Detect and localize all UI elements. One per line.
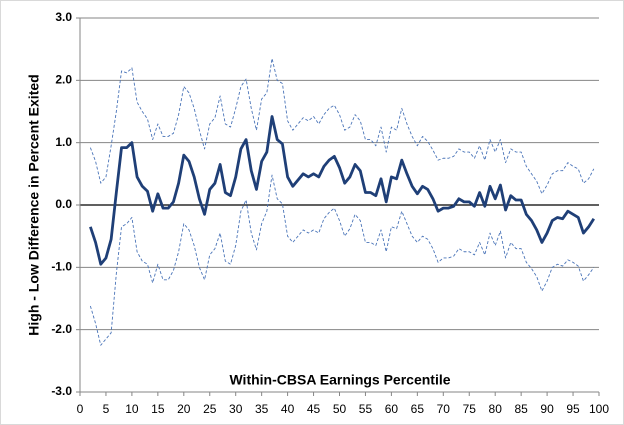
x-tick-label: 85: [514, 402, 528, 416]
y-tick-label: 3.0: [55, 10, 72, 24]
band-line: [89, 58, 595, 195]
x-tick-label: 65: [411, 402, 425, 416]
y-axis-label: High - Low Difference in Percent Exited: [26, 74, 42, 335]
y-tick-label: -1.0: [51, 260, 72, 274]
y-tick-label: -2.0: [51, 322, 72, 336]
x-tick-label: 0: [77, 402, 84, 416]
y-tick-label: -3.0: [51, 384, 72, 398]
x-tick-label: 55: [359, 402, 373, 416]
x-tick-label: 40: [281, 402, 295, 416]
y-tick-label: 2.0: [55, 73, 72, 87]
x-tick-label: 20: [177, 402, 191, 416]
x-tick-label: 35: [255, 402, 269, 416]
x-tick-label: 15: [151, 402, 165, 416]
x-tick-label: 95: [566, 402, 580, 416]
x-axis-label: Within-CBSA Earnings Percentile: [229, 372, 450, 388]
x-tick-label: 50: [333, 402, 347, 416]
x-tick-label: 30: [229, 402, 243, 416]
x-tick-label: 60: [385, 402, 399, 416]
x-tick-label: 70: [437, 402, 451, 416]
estimate-line: [89, 115, 595, 266]
x-tick-label: 100: [589, 402, 609, 416]
band-line: [89, 174, 595, 346]
x-tick-label: 25: [203, 402, 217, 416]
y-tick-label: 0.0: [55, 197, 72, 211]
x-tick-label: 80: [489, 402, 503, 416]
x-tick-label: 90: [540, 402, 554, 416]
x-tick-label: 45: [307, 402, 321, 416]
x-tick-label: 5: [103, 402, 110, 416]
y-tick-label: 1.0: [55, 135, 72, 149]
x-tick-label: 75: [463, 402, 477, 416]
x-tick-label: 10: [125, 402, 139, 416]
